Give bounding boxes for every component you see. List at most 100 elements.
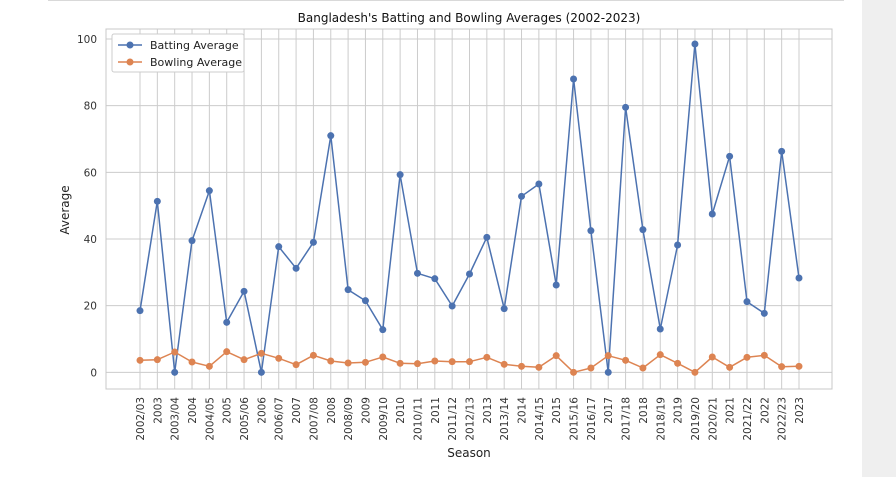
data-point-batting [726, 152, 734, 160]
data-point-bowling [743, 353, 751, 361]
data-point-batting [743, 298, 751, 306]
data-point-batting [223, 318, 231, 326]
x-tick-label: 2012/13 [465, 397, 477, 441]
data-point-bowling [327, 357, 335, 365]
x-tick-label: 2004/05 [204, 397, 216, 441]
x-tick-label: 2011/12 [447, 397, 459, 441]
plot-frame [105, 28, 833, 390]
x-axis-title: Season [447, 446, 491, 460]
data-point-bowling [309, 351, 317, 359]
data-point-bowling [656, 351, 664, 359]
data-point-batting [760, 309, 768, 317]
data-point-batting [535, 180, 543, 188]
data-point-bowling [431, 357, 439, 365]
data-point-batting [778, 147, 786, 155]
x-tick-label: 2011 [430, 397, 442, 424]
x-tick-label: 2017/18 [621, 397, 633, 441]
data-point-bowling [535, 363, 543, 371]
x-tick-label: 2008 [326, 397, 338, 424]
x-tick-label: 2020/21 [707, 397, 719, 441]
x-tick-labels: 2002/03 2003 2003/04 2004 2004/05 2005 2005/06… [135, 397, 806, 441]
data-point-batting [448, 302, 456, 310]
data-point-batting [570, 75, 578, 83]
data-point-batting [379, 326, 387, 334]
data-point-batting [136, 307, 144, 315]
data-point-bowling [500, 360, 508, 368]
x-tick-label: 2005 [222, 397, 234, 424]
data-point-bowling [778, 363, 786, 371]
data-point-bowling [188, 358, 196, 366]
y-tick-label: 60 [84, 167, 97, 179]
data-point-bowling [726, 363, 734, 371]
data-point-batting [604, 368, 612, 376]
data-point-batting [587, 227, 595, 235]
x-tick-label: 2013 [482, 397, 494, 424]
data-point-bowling [795, 362, 803, 370]
x-tick-label: 2007 [291, 397, 303, 424]
y-tick-label: 40 [84, 234, 97, 246]
data-point-batting [188, 237, 196, 245]
legend-box [111, 33, 245, 73]
data-point-bowling [292, 361, 300, 369]
y-tick-label: 100 [77, 34, 97, 46]
x-tick-label: 2010 [395, 397, 407, 424]
side-panel [862, 0, 896, 477]
data-point-bowling [205, 362, 213, 370]
y-tick-label: 20 [84, 301, 97, 313]
x-tick-label: 2022/23 [777, 397, 789, 441]
x-tick-label: 2008/09 [343, 397, 355, 441]
data-point-batting [327, 132, 335, 140]
data-point-batting [309, 238, 317, 246]
data-point-batting [396, 171, 404, 179]
x-tick-label: 2018 [638, 397, 650, 424]
data-point-bowling [153, 356, 161, 364]
data-point-bowling [552, 352, 560, 360]
x-tick-label: 2009/10 [378, 397, 390, 441]
x-tick-label: 2009 [360, 397, 372, 424]
data-point-bowling [344, 359, 352, 367]
legend-label-batting: Batting Average [150, 39, 239, 52]
x-tick-label: 2016/17 [586, 397, 598, 441]
y-tick-label: 0 [90, 367, 97, 379]
data-point-batting [483, 233, 491, 241]
data-point-batting [413, 269, 421, 277]
x-tick-label: 2019 [673, 397, 685, 424]
x-tick-label: 2003 [152, 397, 164, 424]
data-point-batting [795, 274, 803, 282]
x-tick-label: 2007/08 [308, 397, 320, 441]
data-point-bowling [639, 364, 647, 372]
x-tick-label: 2021/22 [742, 397, 754, 441]
data-point-bowling [518, 362, 526, 370]
legend: Batting Average Bowling Average [111, 33, 245, 73]
data-point-batting [431, 275, 439, 283]
data-point-bowling [483, 353, 491, 361]
data-point-bowling [691, 368, 699, 376]
grid-lines [106, 29, 832, 389]
legend-dot-batting [126, 41, 134, 49]
data-point-batting [292, 264, 300, 272]
data-point-batting [153, 197, 161, 205]
x-tick-label: 2005/06 [239, 397, 251, 441]
data-point-batting [518, 192, 526, 200]
data-point-batting [205, 187, 213, 195]
data-point-batting [639, 226, 647, 234]
legend-dot-bowling [126, 58, 134, 66]
data-point-bowling [257, 349, 265, 357]
data-point-bowling [396, 359, 404, 367]
x-tick-label: 2006/07 [274, 397, 286, 441]
data-point-bowling [240, 356, 248, 364]
x-tick-label: 2021 [725, 397, 737, 424]
data-point-bowling [570, 368, 578, 376]
series-layer [136, 40, 803, 376]
data-point-batting [708, 210, 716, 218]
data-point-batting [171, 368, 179, 376]
data-point-bowling [448, 358, 456, 366]
data-point-bowling [622, 356, 630, 364]
data-point-batting [240, 287, 248, 295]
data-point-bowling [361, 358, 369, 366]
data-point-batting [361, 297, 369, 305]
x-tick-label: 2017 [603, 397, 615, 424]
data-point-bowling [413, 360, 421, 368]
y-tick-labels: 0 20 40 60 80 100 [77, 34, 97, 379]
data-point-bowling [760, 351, 768, 359]
